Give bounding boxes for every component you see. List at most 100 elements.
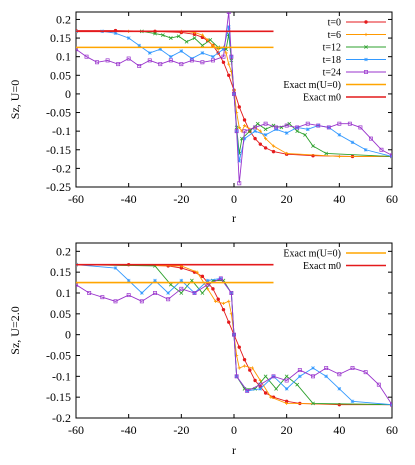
top-series-t-6-point bbox=[337, 154, 341, 159]
top-series-t-18-point bbox=[263, 133, 268, 137]
bottom-series-curve-0-point bbox=[284, 399, 289, 404]
top-legend-t-18-marker bbox=[364, 57, 368, 62]
top-series-t-24-point bbox=[347, 121, 352, 126]
bottom-legend-exact-m-u-0: Exact m(U=0) bbox=[283, 249, 386, 260]
bottom-legend-exact-m0-label: Exact m0 bbox=[303, 261, 341, 272]
bottom-series-curve-3-point bbox=[179, 278, 184, 283]
top-series-t-24-point bbox=[295, 125, 300, 130]
bottom-series-curve-2-point bbox=[263, 374, 268, 379]
top-series-t-24-point bbox=[326, 125, 331, 130]
bottom-series-curve-0-point bbox=[237, 345, 241, 349]
top-legend-t-0-marker bbox=[364, 20, 368, 24]
top-series-t-18-point bbox=[350, 140, 355, 145]
bottom-x-axis-label: r bbox=[232, 443, 236, 457]
bottom-series-curve-2-point bbox=[200, 291, 205, 295]
top-series-t-24-point bbox=[379, 147, 384, 152]
top-series-t-6-point bbox=[242, 123, 247, 128]
top-series-t-12-point bbox=[324, 151, 329, 156]
top-series-t-12-point bbox=[295, 129, 300, 134]
bottom-series-curve-1-point bbox=[258, 378, 262, 383]
top-series-t-24 bbox=[76, 12, 392, 186]
top-series-t-0-point bbox=[271, 149, 276, 154]
bottom-y-tick-label: 0.15 bbox=[50, 265, 71, 279]
top-series-t-18-point bbox=[113, 31, 118, 36]
bottom-series-curve-3-point bbox=[350, 399, 355, 404]
top-series-t-24-point bbox=[305, 121, 310, 126]
bottom-series-curve-3-point bbox=[166, 291, 170, 295]
bottom-y-tick-label: 0.1 bbox=[56, 286, 71, 300]
bottom-x-tick-label: 40 bbox=[333, 423, 345, 437]
bottom-series-curve-4-point bbox=[87, 291, 92, 295]
bottom-series-curve-4-point bbox=[179, 286, 184, 291]
bottom-series-curve-4-point bbox=[311, 374, 315, 379]
top-series-t-18-point bbox=[253, 129, 257, 133]
top-series-t-18-point bbox=[221, 47, 226, 52]
bottom-series-curve-0-point bbox=[248, 368, 252, 372]
top-series-t-24-point bbox=[316, 123, 321, 128]
top-x-tick-label: 40 bbox=[333, 192, 345, 206]
bottom-series-curve-1-point bbox=[206, 287, 210, 291]
top-series-t-24-point bbox=[253, 125, 258, 130]
top-series-t-6-point bbox=[271, 144, 276, 148]
bottom-series-curve-3-point bbox=[140, 291, 144, 295]
bottom-series-curve-4-point bbox=[153, 291, 157, 295]
top-series-t-12-point bbox=[208, 38, 213, 42]
top-legend-t-24: t=24 bbox=[323, 68, 386, 79]
bottom-series-curve-0-point bbox=[263, 391, 268, 395]
top-series-t-24-point bbox=[116, 62, 121, 67]
bottom-series-curve-4-point bbox=[192, 291, 197, 295]
top-series-t-24-point bbox=[200, 60, 205, 65]
top-legend-t-6-label: t=6 bbox=[328, 30, 341, 41]
top-y-tick-label: -0.05 bbox=[46, 106, 71, 120]
top-y-tick-label: -0.1 bbox=[52, 124, 71, 138]
top-series-t-24-point bbox=[168, 58, 173, 63]
top-series-t-24-point bbox=[147, 58, 152, 63]
top-series-t-6-point bbox=[237, 125, 241, 130]
top-x-tick-label: 20 bbox=[281, 192, 293, 206]
bottom-series-curve-3-point bbox=[205, 278, 210, 283]
bottom-series-curve-2-point bbox=[189, 278, 194, 283]
top-series-t-12-point bbox=[184, 39, 189, 44]
bottom-series-curve-4-point bbox=[113, 299, 118, 304]
top-legend-t-18-label: t=18 bbox=[323, 55, 341, 66]
bottom-y-tick-label: -0.15 bbox=[46, 390, 71, 404]
top-y-tick-label: -0.15 bbox=[46, 143, 71, 157]
top-series-t-12-point bbox=[303, 132, 307, 137]
top-series-t-18-point bbox=[137, 43, 142, 48]
top-series-t-24-point bbox=[158, 62, 163, 67]
bottom-y-axis-label: Sz, U=2.0 bbox=[8, 306, 22, 354]
bottom-series-curve-3-point bbox=[113, 266, 118, 270]
top-series-t-12-point bbox=[311, 144, 315, 148]
bottom-series-curve-3-point bbox=[337, 387, 342, 391]
top-series-t-24-point bbox=[189, 58, 194, 63]
top-series-t-0-point bbox=[221, 60, 226, 64]
top-legend-t-12-label: t=12 bbox=[323, 43, 341, 54]
bottom-x-tick-label: 60 bbox=[386, 423, 398, 437]
top-legend-t-24-marker bbox=[364, 70, 368, 74]
bottom-series-curve-4-point bbox=[284, 378, 289, 383]
top-series-t-24-point bbox=[210, 58, 215, 63]
bottom-series-curve-4 bbox=[76, 276, 392, 407]
top-series-t-12-point bbox=[153, 31, 157, 36]
top-series-t-18-point bbox=[179, 49, 184, 53]
top-series-t-24-point bbox=[242, 129, 247, 134]
bottom-x-tick-label: 0 bbox=[231, 423, 237, 437]
bottom-series-curve-3-point bbox=[324, 374, 328, 379]
bottom-series-curve-2-point bbox=[274, 386, 279, 391]
bottom-x-tick-label: -60 bbox=[68, 423, 84, 437]
top-y-axis-label: Sz, U=0 bbox=[8, 80, 22, 119]
top-series-t-6-point bbox=[206, 38, 210, 42]
top-series-t-0-point bbox=[237, 105, 241, 109]
top-series-t-12-point bbox=[176, 34, 181, 39]
top-series-t-6-point bbox=[200, 33, 204, 37]
bottom-chart: -60 -40 -20 0 20 40 60 -0.2 -0.15 -0.1 -0.05 0 0.05 0… bbox=[8, 242, 398, 457]
top-series-t-6-point bbox=[285, 151, 289, 156]
top-x-tick-label: 0 bbox=[231, 192, 237, 206]
top-series-t-18-point bbox=[242, 136, 247, 141]
bottom-series-curve-4-point bbox=[166, 297, 171, 302]
top-series-t-18-point bbox=[284, 131, 289, 135]
top-series-t-24-point bbox=[263, 121, 268, 126]
bottom-series-curve-2-point bbox=[295, 382, 300, 387]
bottom-series-curve-3-point bbox=[311, 366, 315, 370]
